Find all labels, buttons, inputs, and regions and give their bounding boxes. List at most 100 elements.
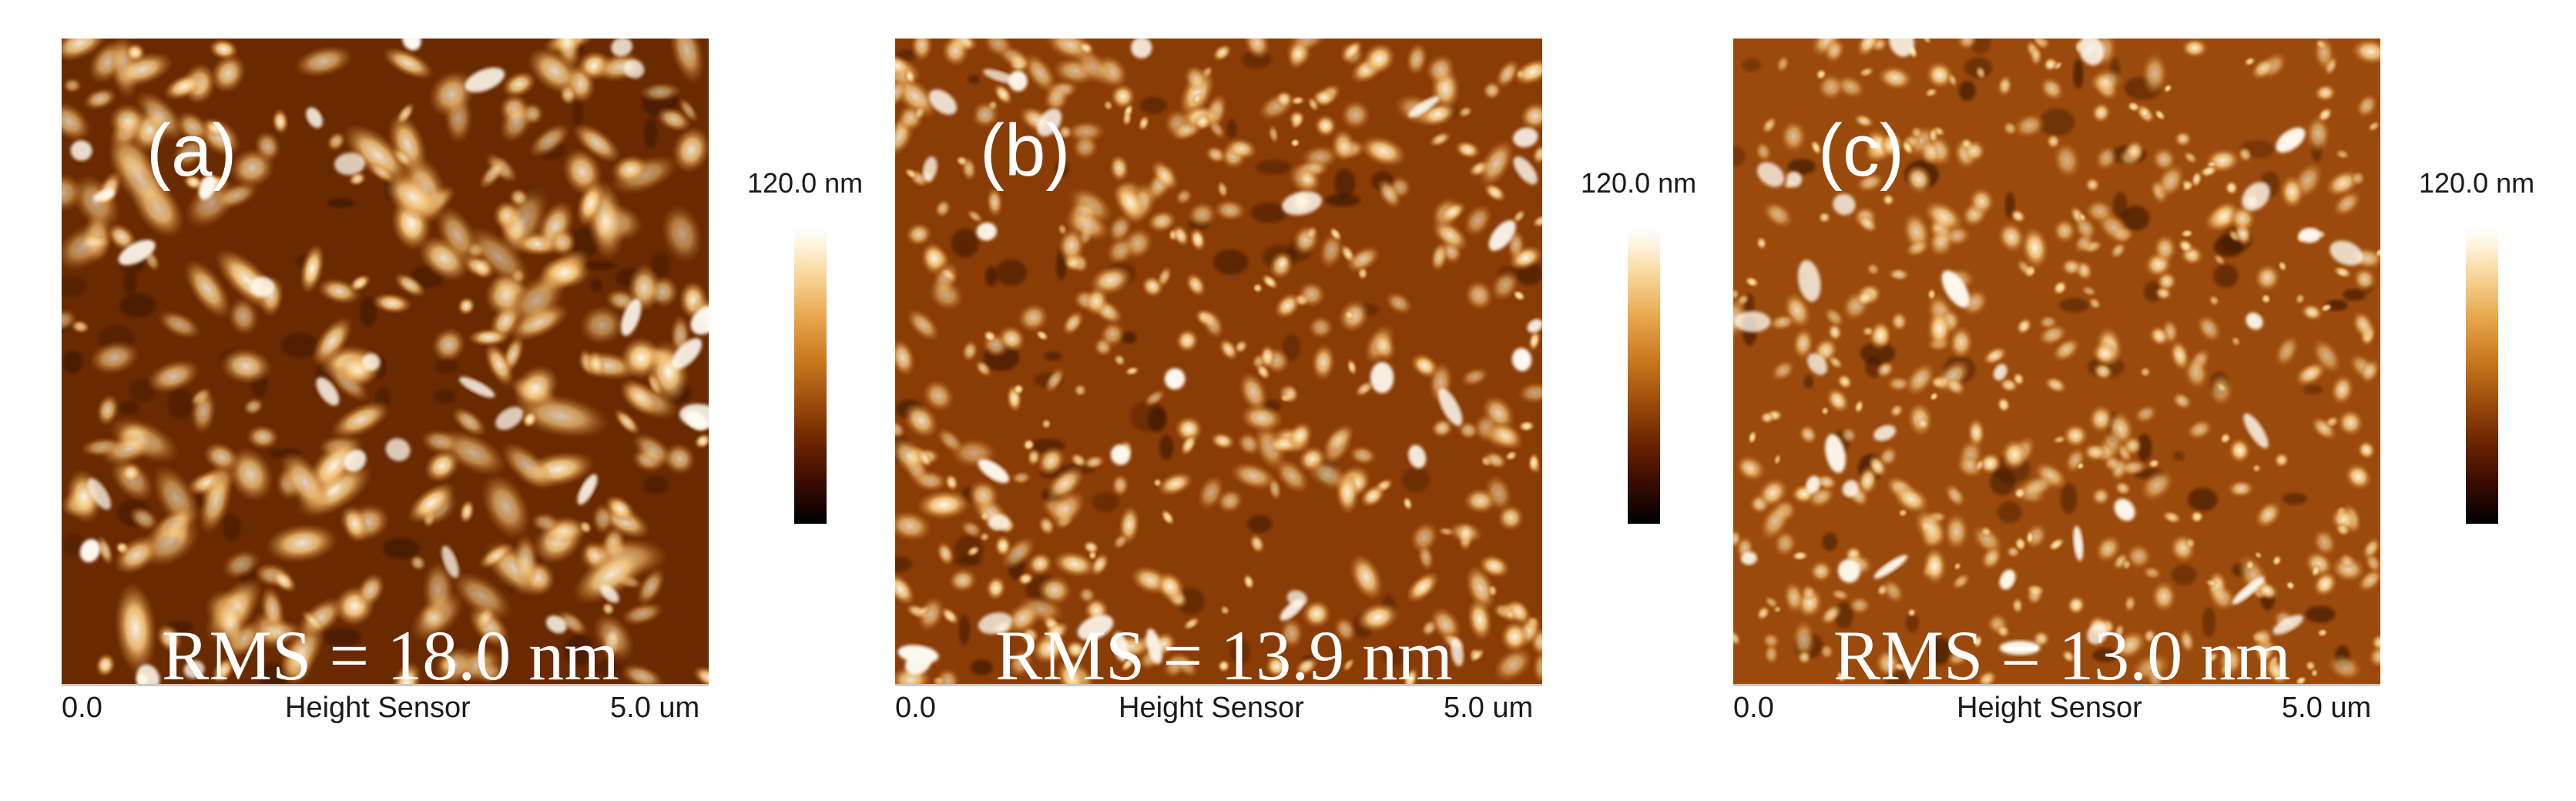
afm-grain [1469,647,1485,663]
afm-pit [1213,250,1249,275]
afm-pit [590,278,602,293]
x-axis-title-b: Height Sensor [1119,692,1304,724]
afm-grain [1963,139,1986,163]
afm-grain [1307,315,1334,340]
afm-grain [530,512,561,533]
afm-pit [2303,384,2323,395]
afm-grain [1886,375,1911,392]
afm-grain [2005,545,2021,559]
afm-grain [903,402,939,439]
afm-pit [434,389,457,404]
afm-pit [984,266,998,287]
afm-grain [1997,74,2013,97]
afm-grain [2076,461,2085,471]
afm-grain [383,171,442,223]
afm-peak [87,478,112,510]
afm-grain [1454,140,1481,159]
afm-grain [1099,320,1126,348]
afm-peak [1842,480,1860,498]
afm-grain [451,407,487,437]
afm-peak [1282,191,1323,216]
afm-grain [2162,510,2182,525]
afm-grain [1490,269,1520,302]
afm-grain [1189,227,1206,252]
afm-grain [2326,653,2363,682]
afm-grain [2025,585,2044,606]
afm-grain [917,595,945,632]
afm-peak [2078,39,2104,65]
afm-pit [2038,109,2075,136]
afm-grain [457,297,476,316]
afm-grain [1792,327,1815,360]
afm-peak [1408,444,1427,468]
afm-grain [1810,139,1823,156]
afm-grain [1225,137,1258,160]
afm-grain [424,449,460,483]
afm-pit [1822,532,1838,551]
afm-pit [1159,434,1174,460]
afm-peak [495,407,524,431]
afm-grain [481,473,531,540]
afm-grain [2185,537,2196,549]
afm-grain [2061,649,2076,664]
afm-peak [136,664,160,684]
afm-grain [2180,229,2195,239]
afm-peak [250,276,275,297]
afm-grain [2045,133,2061,149]
afm-grain [2060,257,2083,276]
afm-pit [1054,160,1069,177]
afm-grain [1464,279,1494,311]
afm-pit [958,615,971,645]
afm-grain [613,408,641,436]
afm-grain [1377,178,1402,209]
afm-pit [582,260,617,270]
afm-grain [1191,92,1203,106]
afm-grain [2253,263,2281,293]
afm-grain [1439,201,1467,223]
afm-pit [951,229,979,258]
afm-grain [1463,203,1493,237]
afm-grain [1823,307,1845,328]
afm-grain [280,451,330,514]
afm-grain [1156,471,1194,497]
afm-grain [1847,595,1872,615]
afm-grain [2073,215,2098,242]
afm-grain [2088,296,2102,310]
afm-grain [1980,525,1993,538]
afm-grain [1229,461,1277,491]
afm-grain [1953,561,1962,571]
afm-grain [2080,285,2098,297]
afm-grain [2138,106,2151,119]
afm-grain [2294,360,2327,387]
afm-grain [2330,374,2355,406]
afm-pit [327,198,354,208]
afm-grain [2154,109,2166,122]
afm-grain [1216,180,1229,199]
afm-grain [2039,76,2064,102]
afm-pit [62,276,88,297]
afm-grain [1333,616,1357,643]
afm-grain [934,199,951,219]
afm-pit [1929,637,1951,665]
afm-grain [270,568,297,593]
afm-grain [1974,457,1985,473]
afm-grain [1111,473,1130,498]
afm-grain [1874,649,1901,679]
afm-grain [221,549,261,580]
afm-grain [1069,452,1088,468]
afm-peak [1370,362,1394,394]
afm-pit [572,99,584,128]
afm-grain [1274,458,1310,494]
afm-grain [1026,447,1041,467]
afm-grain [2052,142,2081,179]
afm-grain [1175,188,1193,206]
afm-grain [421,560,455,619]
afm-peak [459,377,495,398]
afm-grain [1875,360,1895,379]
afm-grain [1457,106,1474,119]
afm-grain [431,327,466,362]
afm-peak [1806,475,1821,494]
afm-grain [183,259,232,320]
afm-grain [974,360,992,378]
afm-grain [1011,471,1032,485]
